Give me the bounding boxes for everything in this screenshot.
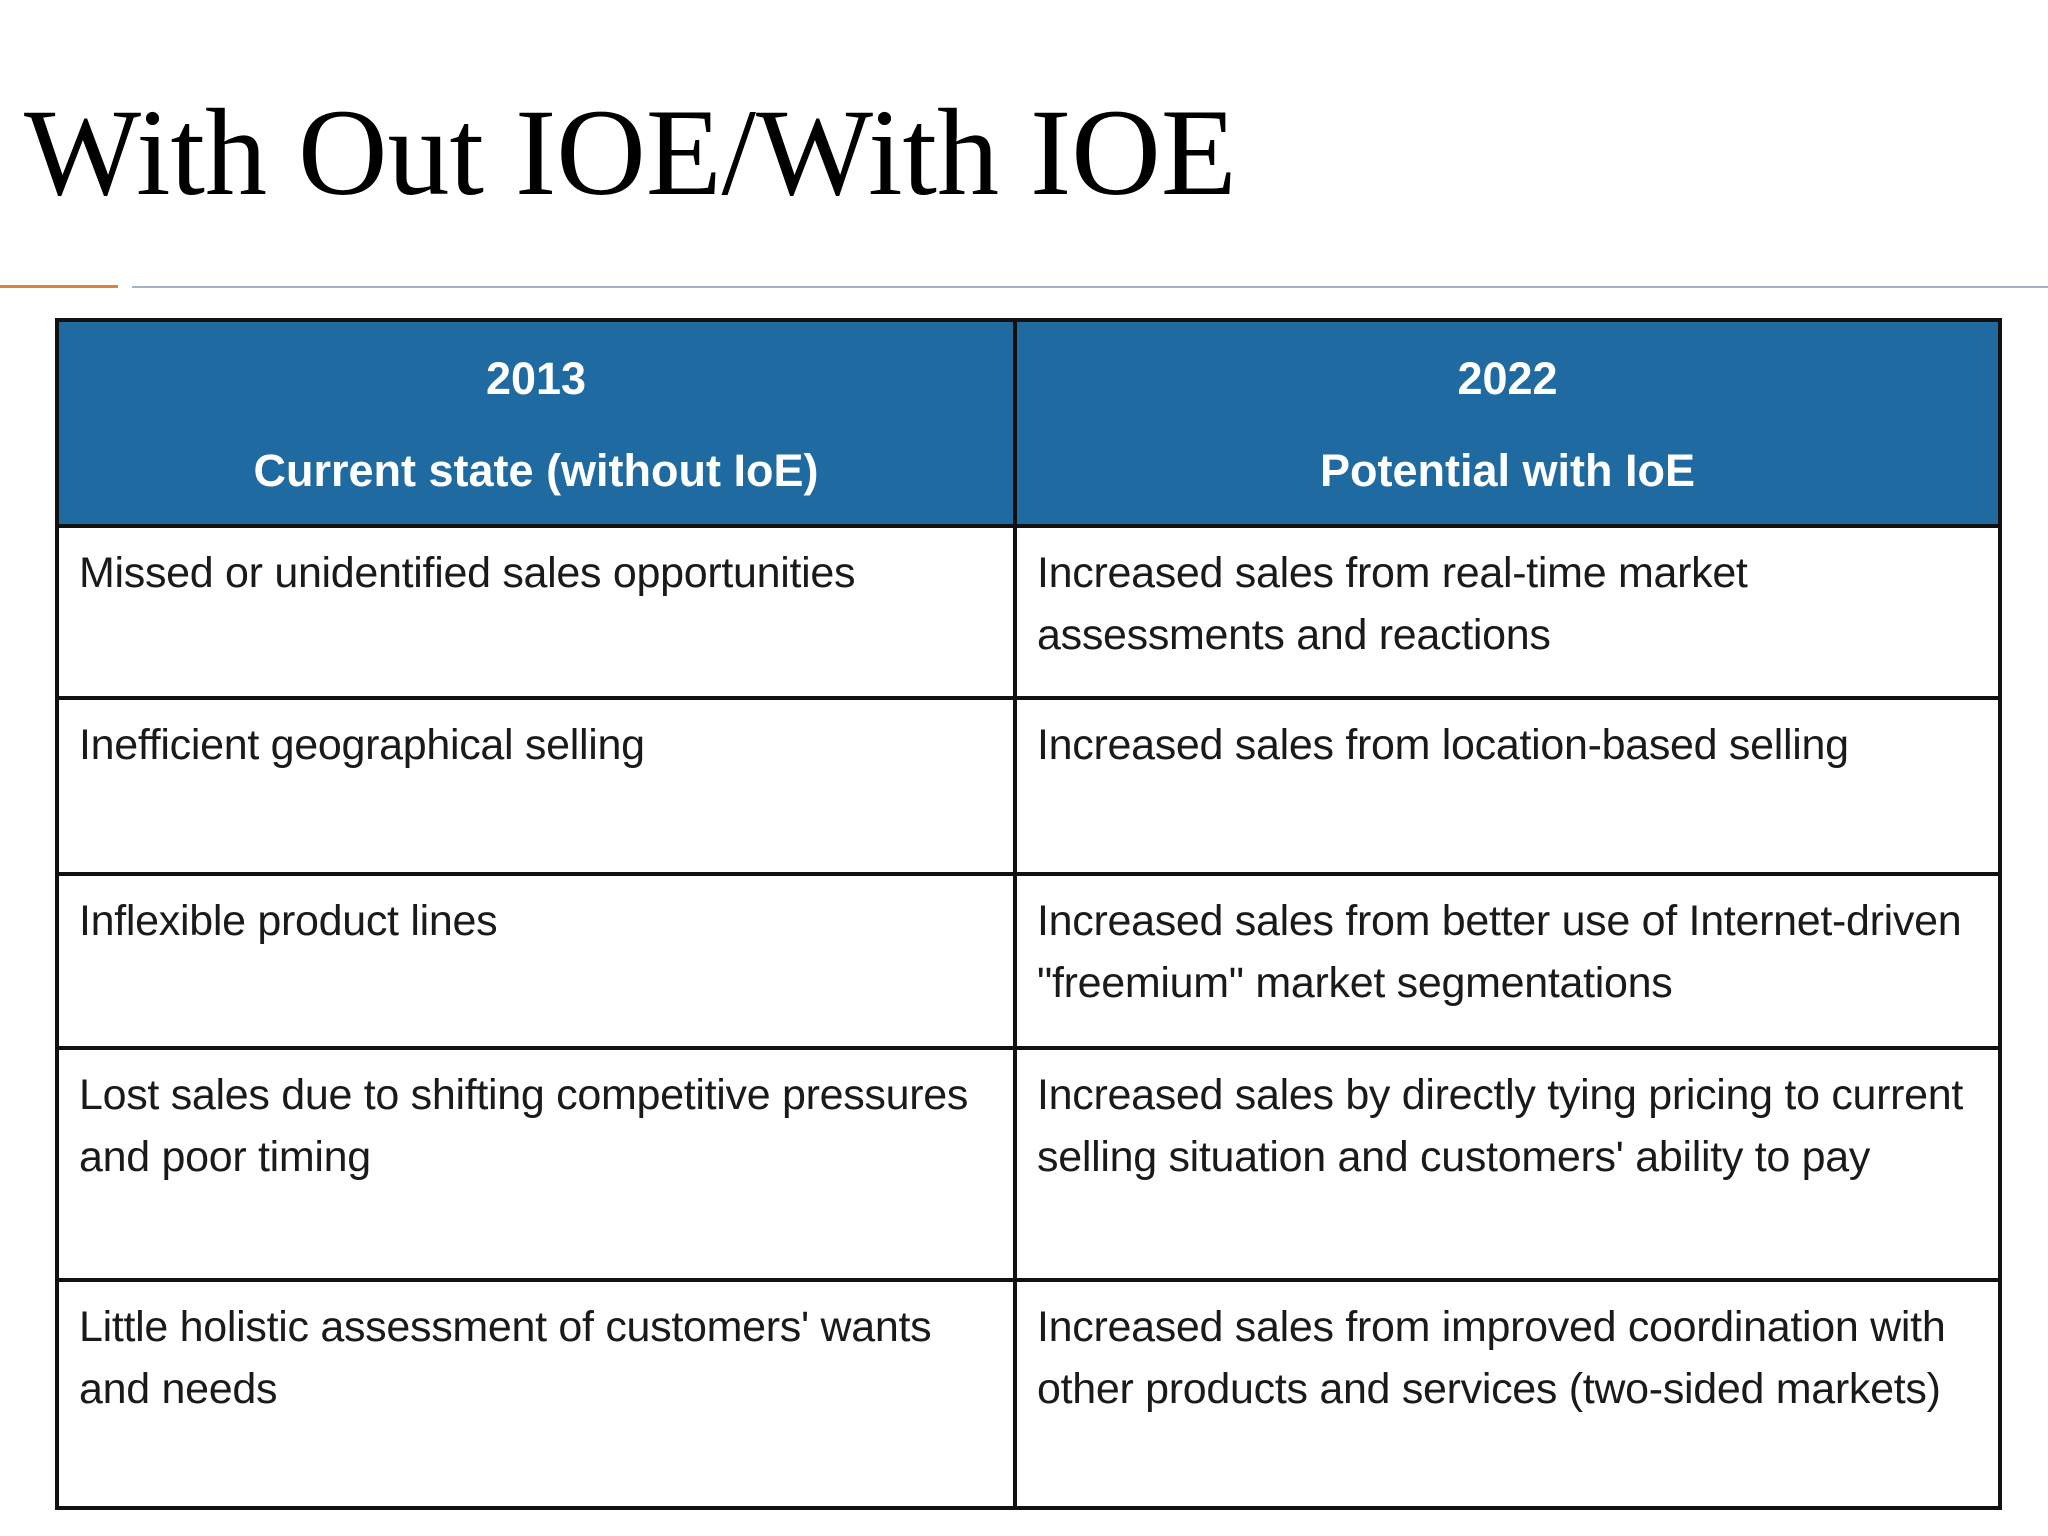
potential-cell: Increased sales from improved coordinati… [1013,1278,2002,1510]
title-accent-line [0,285,118,288]
current-state-cell: Inefficient geographical selling [55,696,1017,876]
potential-cell: Increased sales by directly tying pricin… [1013,1046,2002,1282]
table-row: Lost sales due to shifting competitive p… [55,1046,2002,1282]
potential-cell: Increased sales from location-based sell… [1013,696,2002,876]
header-year-potential: 2022 [1457,353,1558,404]
table-row: Inefficient geographical selling Increas… [55,696,2002,876]
table-row: Little holistic assessment of customers'… [55,1278,2002,1510]
header-cell-potential: 2022 Potential with IoE [1013,318,2002,528]
current-state-cell: Missed or unidentified sales opportuniti… [55,524,1017,700]
title-rule-line [132,286,2048,288]
header-label-potential: Potential with IoE [1319,445,1695,496]
header-year-current: 2013 [485,353,587,404]
potential-cell: Increased sales from better use of Inter… [1013,872,2002,1050]
slide-title: With Out IOE/With IOE [24,84,1237,221]
current-state-cell: Inflexible product lines [55,872,1017,1050]
header-cell-current: 2013 Current state (without IoE) [55,318,1017,528]
comparison-table: 2013 Current state (without IoE) 2022 Po… [55,318,2002,1510]
current-state-cell: Little holistic assessment of customers'… [55,1278,1017,1510]
table-header-row: 2013 Current state (without IoE) 2022 Po… [55,318,2002,528]
table-row: Inflexible product lines Increased sales… [55,872,2002,1050]
potential-cell: Increased sales from real-time market as… [1013,524,2002,700]
current-state-cell: Lost sales due to shifting competitive p… [55,1046,1017,1282]
header-label-current: Current state (without IoE) [253,445,819,496]
table-row: Missed or unidentified sales opportuniti… [55,524,2002,700]
